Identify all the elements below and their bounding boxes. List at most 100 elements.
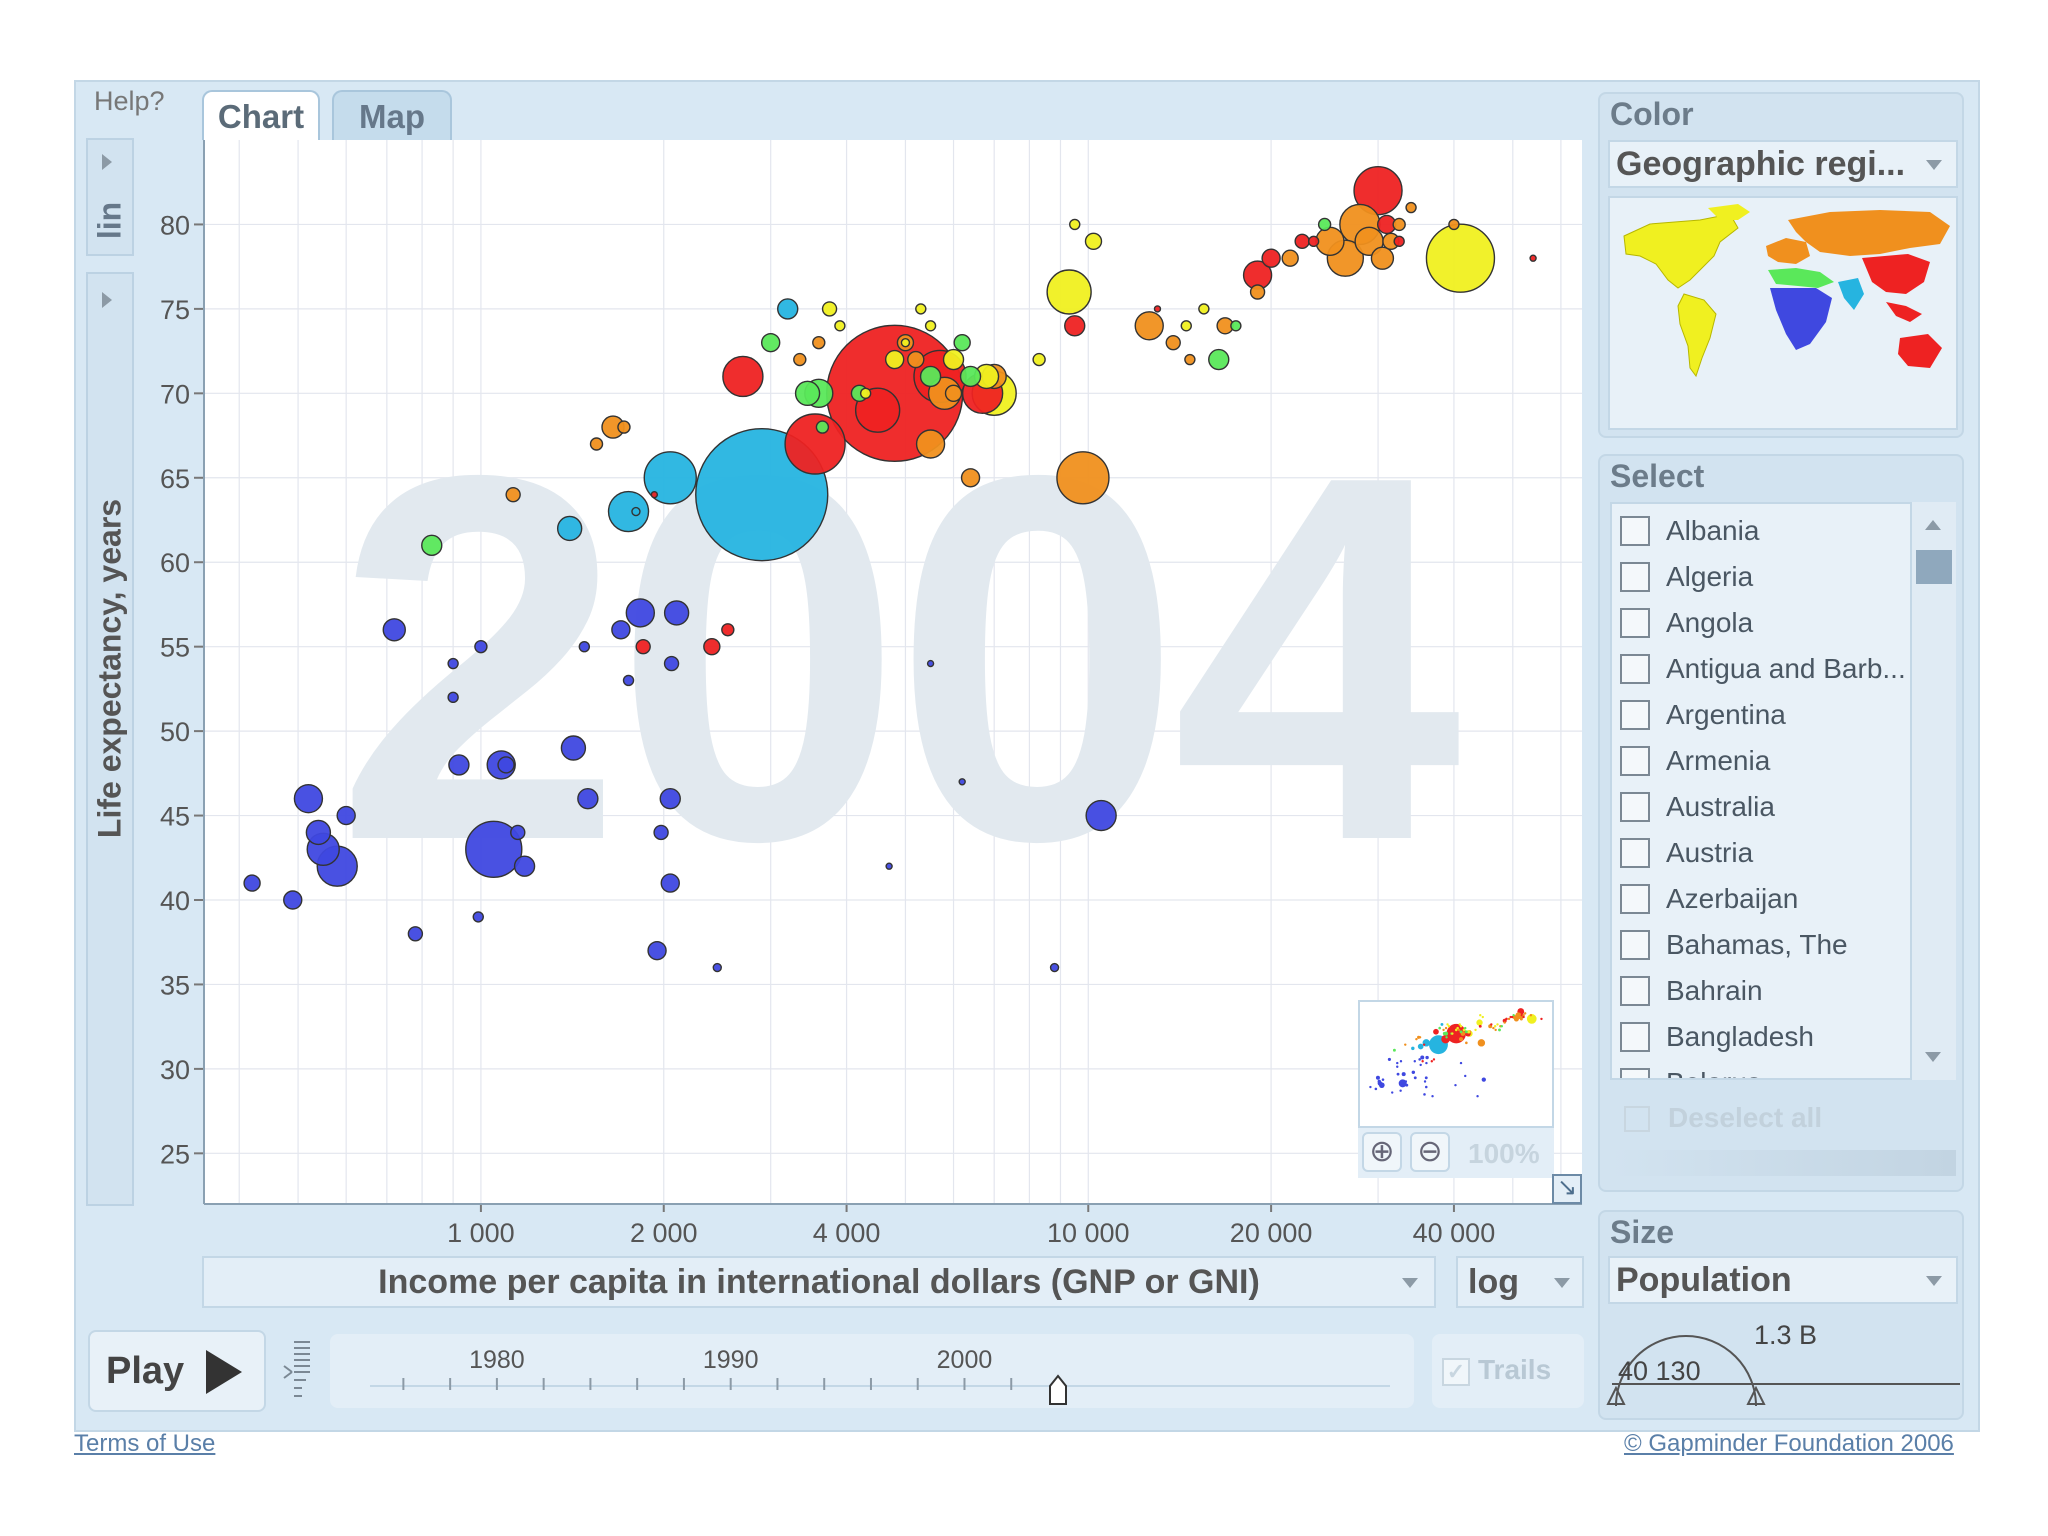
max-handle-icon[interactable]: [1746, 1385, 1766, 1405]
checkbox[interactable]: [1620, 976, 1650, 1006]
checkbox[interactable]: [1620, 884, 1650, 914]
list-item[interactable]: Bangladesh: [1612, 1014, 1814, 1060]
country-list: Albania Algeria Angola Antigua and Barb.…: [1610, 502, 1956, 1080]
minimap-dot: [1512, 1014, 1515, 1017]
data-bubble: [407, 926, 424, 942]
y-scale-selector[interactable]: lin: [86, 138, 134, 256]
minimap-dot: [1424, 1085, 1428, 1089]
minimap-dot: [1529, 1014, 1533, 1017]
list-scrollbar[interactable]: [1910, 502, 1956, 1080]
list-item[interactable]: Australia: [1612, 784, 1775, 830]
list-item[interactable]: Antigua and Barb...: [1612, 646, 1906, 692]
checkbox[interactable]: [1620, 700, 1650, 730]
minimap-dot: [1477, 1039, 1486, 1047]
minimap-dot: [1381, 1078, 1385, 1081]
time-slider[interactable]: 1980 1990 2000: [330, 1334, 1414, 1408]
tab-map[interactable]: Map: [332, 90, 452, 140]
time-tick-label: 1990: [703, 1346, 759, 1374]
minimap-dot: [1369, 1085, 1372, 1089]
deselect-all-label: Deselect all: [1668, 1102, 1823, 1133]
data-bubble: [465, 820, 523, 879]
list-item[interactable]: Albania: [1612, 508, 1759, 554]
x-tick-label: 10 000: [1047, 1218, 1130, 1248]
list-item[interactable]: Belarus: [1612, 1060, 1761, 1078]
list-item[interactable]: Bahrain: [1612, 968, 1763, 1014]
scroll-thumb[interactable]: [1916, 550, 1952, 584]
list-item[interactable]: Algeria: [1612, 554, 1753, 600]
list-item[interactable]: Angola: [1612, 600, 1753, 646]
country-label: Angola: [1666, 607, 1754, 638]
minimap-dot: [1375, 1075, 1380, 1080]
checkbox[interactable]: [1620, 608, 1650, 638]
time-handle-icon: [1049, 1374, 1067, 1405]
data-bubble: [942, 348, 965, 371]
y-tick-label: 60: [160, 548, 190, 578]
data-bubble: [960, 468, 981, 488]
minimap-dot: [1387, 1057, 1391, 1061]
terms-link[interactable]: Terms of Use: [74, 1430, 216, 1457]
list-item[interactable]: Bahamas, The: [1612, 922, 1848, 968]
deselect-all-button[interactable]: Deselect all: [1624, 1100, 1944, 1140]
help-link[interactable]: Help?: [94, 86, 165, 116]
data-bubble: [958, 778, 966, 786]
x-axis-title: Income per capita in international dolla…: [378, 1263, 1260, 1301]
minimap-dot: [1454, 1083, 1457, 1087]
data-bubble: [1049, 962, 1060, 973]
y-tick-label: 45: [160, 802, 190, 832]
checkbox[interactable]: [1620, 838, 1650, 868]
checkbox[interactable]: [1620, 930, 1650, 960]
x-scale-selector[interactable]: log: [1456, 1256, 1584, 1308]
data-bubble: [1307, 235, 1320, 248]
checkbox[interactable]: [1620, 516, 1650, 546]
scroll-up-icon[interactable]: [1925, 520, 1941, 530]
list-item[interactable]: Argentina: [1612, 692, 1786, 738]
x-axis-selector[interactable]: Income per capita in international dolla…: [202, 1256, 1436, 1308]
data-bubble: [1064, 315, 1086, 337]
checkbox[interactable]: [1620, 654, 1650, 684]
zoom-in-icon[interactable]: ⊕: [1362, 1132, 1402, 1172]
play-button[interactable]: Play: [88, 1330, 266, 1412]
checkbox[interactable]: [1620, 1022, 1650, 1052]
play-icon: [206, 1350, 242, 1394]
data-bubble: [663, 655, 680, 672]
data-bubble: [635, 638, 651, 655]
data-bubble: [510, 824, 526, 841]
data-bubble: [1425, 223, 1496, 293]
data-bubble: [382, 618, 406, 642]
list-item[interactable]: Azerbaijan: [1612, 876, 1798, 922]
minimap[interactable]: [1358, 1000, 1554, 1128]
checkbox[interactable]: [1620, 792, 1650, 822]
min-handle-icon[interactable]: [1606, 1385, 1626, 1405]
minimap-dot: [1503, 1021, 1506, 1024]
resize-icon[interactable]: ↘: [1552, 1174, 1582, 1204]
copyright-link[interactable]: © Gapminder Foundation 2006: [1624, 1430, 1954, 1457]
minimap-dot: [1396, 1061, 1399, 1065]
data-bubble: [760, 332, 781, 353]
color-selector[interactable]: Geographic regi...: [1608, 140, 1958, 188]
size-panel-title: Size: [1610, 1214, 1675, 1250]
trails-toggle[interactable]: ✓ Trails: [1432, 1334, 1584, 1408]
minimap-dot: [1419, 1063, 1422, 1067]
list-item[interactable]: Austria: [1612, 830, 1753, 876]
minimap-dot: [1441, 1034, 1450, 1044]
checkbox[interactable]: [1620, 1068, 1650, 1078]
scroll-down-icon[interactable]: [1925, 1052, 1941, 1062]
checkbox[interactable]: [1620, 562, 1650, 592]
data-bubble: [607, 490, 650, 533]
y-axis-selector[interactable]: Life expectancy, years: [86, 272, 134, 1206]
minimap-dot: [1411, 1046, 1415, 1051]
data-bubble: [1134, 311, 1164, 341]
region-world-map[interactable]: [1608, 196, 1958, 430]
list-item[interactable]: Armenia: [1612, 738, 1770, 784]
data-bubble: [777, 298, 799, 320]
checkbox[interactable]: [1620, 746, 1650, 776]
size-selector[interactable]: Population: [1608, 1256, 1958, 1304]
zoom-out-icon[interactable]: ⊖: [1410, 1132, 1450, 1172]
tab-chart[interactable]: Chart: [202, 90, 320, 140]
data-bubble: [1249, 284, 1266, 300]
speed-slider-icon[interactable]: [280, 1336, 314, 1406]
minimap-dot: [1540, 1017, 1543, 1021]
minimap-dot: [1447, 1025, 1451, 1028]
data-bubble: [513, 855, 536, 877]
data-bubble: [793, 352, 807, 367]
